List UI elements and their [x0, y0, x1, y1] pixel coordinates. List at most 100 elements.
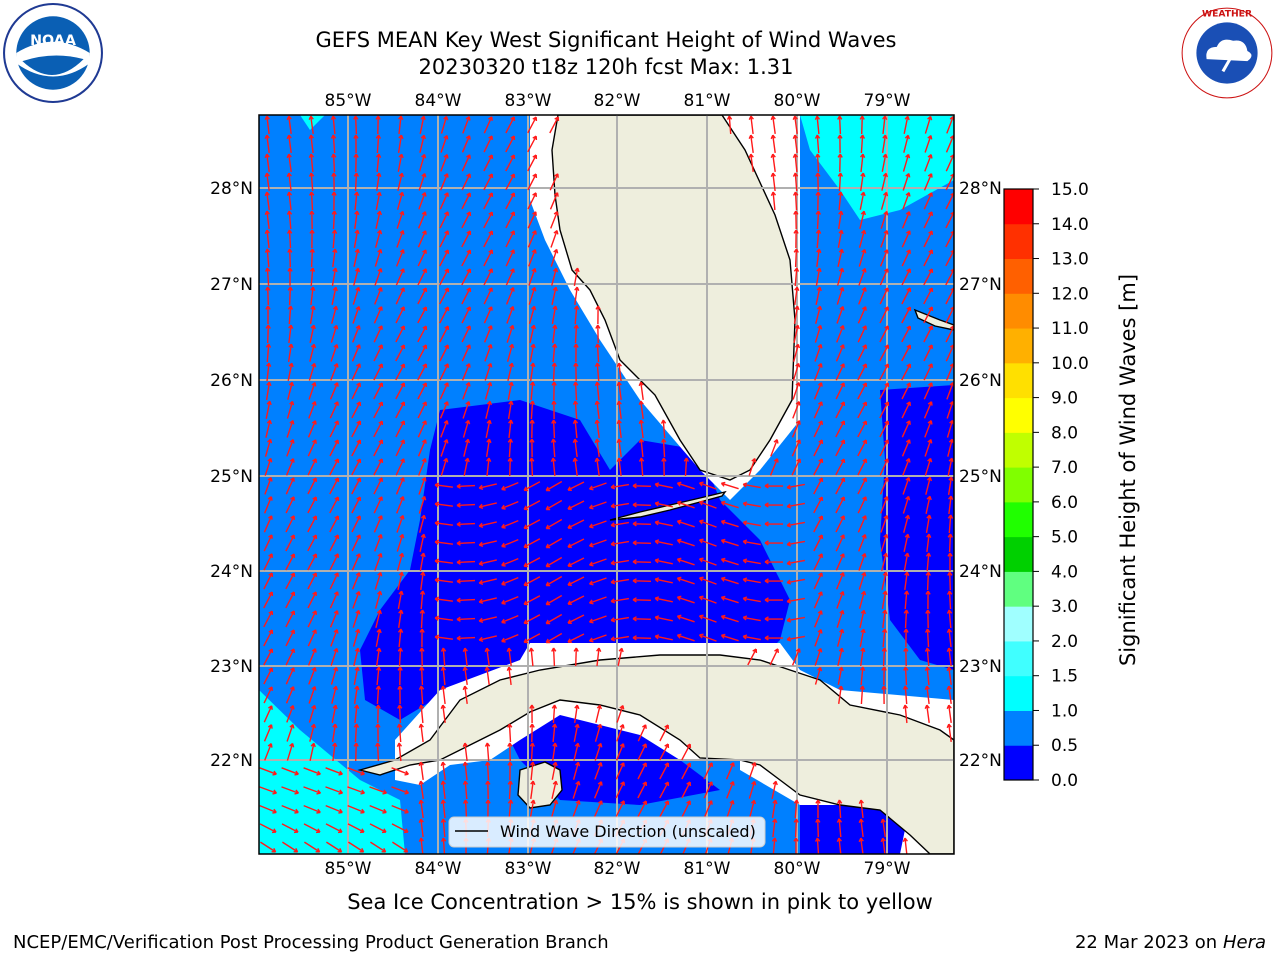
wave-direction-arrow: [595, 305, 601, 325]
wave-direction-arrow: [308, 134, 314, 153]
wave-direction-arrow: [858, 267, 867, 286]
wave-direction-arrow: [616, 381, 622, 400]
wave-direction-arrow: [285, 648, 295, 666]
wave-direction-arrow: [793, 343, 801, 362]
gridlines: [259, 115, 954, 854]
wave-direction-arrow: [507, 761, 513, 781]
wave-direction-arrow: [501, 481, 519, 491]
wave-direction-arrow: [549, 116, 560, 134]
wave-direction-arrow: [397, 590, 404, 610]
wave-direction-arrow: [901, 211, 911, 229]
wave-direction-arrow: [545, 499, 563, 511]
wave-direction-arrow: [461, 268, 472, 286]
wave-direction-arrow: [860, 172, 866, 192]
wave-direction-arrow: [572, 799, 581, 818]
wave-direction-arrow: [901, 287, 912, 305]
wave-direction-arrow: [572, 457, 578, 476]
wave-direction-arrow: [529, 381, 536, 401]
wave-direction-arrow: [263, 572, 274, 590]
wave-direction-arrow: [551, 400, 557, 420]
wave-direction-arrow: [838, 685, 844, 705]
wave-direction-arrow: [528, 286, 537, 305]
wave-direction-arrow: [484, 647, 490, 666]
wave-direction-arrow: [308, 685, 317, 704]
colorbar-swatch: [1004, 258, 1033, 294]
wave-direction-arrow: [375, 666, 382, 685]
wave-direction-arrow: [373, 420, 384, 438]
wave-direction-arrow: [373, 458, 384, 476]
wave-direction-arrow: [610, 521, 630, 528]
wave-direction-arrow: [593, 800, 603, 818]
wave-direction-arrow: [813, 515, 824, 533]
wave-direction-arrow: [395, 363, 406, 381]
wave-direction-arrow: [529, 343, 536, 362]
wave-direction-arrow: [813, 553, 823, 571]
wave-direction-arrow: [615, 800, 625, 818]
wave-direction-arrow: [815, 153, 821, 173]
wave-direction-arrow: [594, 400, 600, 419]
wave-direction-arrow: [285, 629, 295, 647]
wave-direction-arrow: [483, 211, 494, 229]
wave-direction-arrow: [836, 818, 843, 838]
wave-direction-arrow: [352, 286, 361, 305]
colorbar-tick-label: 5.0: [1051, 528, 1078, 548]
wave-direction-arrow: [507, 438, 514, 458]
wave-direction-arrow: [353, 134, 359, 154]
wave-direction-arrow: [676, 633, 695, 642]
wave-direction-arrow: [835, 553, 845, 571]
colorbar-tick-label: 1.0: [1051, 701, 1078, 721]
wave-direction-arrow: [396, 742, 403, 762]
wave-direction-arrow: [331, 191, 337, 211]
wave-direction-arrow: [947, 476, 954, 496]
wave-direction-arrow: [285, 591, 296, 609]
wave-direction-arrow: [373, 496, 383, 514]
wave-direction-arrow: [549, 192, 559, 210]
wave-direction-arrow: [259, 786, 278, 795]
wave-direction-arrow: [764, 483, 784, 489]
wave-direction-arrow: [396, 514, 405, 533]
wave-direction-arrow: [594, 343, 601, 363]
wave-direction-arrow: [396, 533, 405, 552]
wave-direction-arrow: [329, 591, 339, 609]
wave-direction-arrow: [329, 439, 339, 457]
wave-direction-arrow: [742, 520, 761, 527]
wave-direction-arrow: [545, 518, 563, 530]
wave-direction-arrow: [462, 799, 469, 819]
wave-direction-arrow: [551, 362, 558, 382]
wave-direction-arrow: [330, 666, 339, 685]
wave-direction-arrow: [461, 230, 472, 248]
wave-direction-arrow: [764, 597, 784, 603]
wave-direction-arrow: [263, 553, 273, 571]
wave-direction-arrow: [478, 578, 497, 585]
wave-direction-arrow: [484, 362, 493, 381]
wave-direction-arrow: [347, 767, 365, 776]
wave-direction-arrow: [501, 557, 519, 567]
wave-direction-arrow: [417, 382, 428, 400]
wave-direction-arrow: [419, 115, 426, 134]
wave-direction-arrow: [748, 457, 757, 476]
wave-direction-arrow: [417, 306, 428, 324]
wave-direction-arrow: [879, 458, 889, 476]
wave-direction-arrow: [353, 647, 360, 666]
wave-direction-arrow: [572, 400, 579, 420]
colorbar-swatch: [1004, 571, 1033, 607]
wave-direction-arrow: [505, 173, 516, 191]
wave-direction-arrow: [902, 476, 911, 495]
wave-direction-arrow: [463, 438, 471, 457]
wave-direction-arrow: [263, 705, 273, 723]
wave-direction-arrow: [698, 500, 717, 509]
wave-direction-arrow: [588, 501, 607, 510]
wave-direction-arrow: [439, 249, 450, 267]
wave-direction-arrow: [507, 742, 513, 762]
wave-direction-arrow: [352, 590, 361, 609]
date-text: 22 Mar 2023 on Hera: [1074, 932, 1266, 953]
wave-direction-arrow: [923, 230, 933, 248]
wave-direction-arrow: [632, 559, 652, 565]
wave-direction-arrow: [523, 614, 541, 625]
wave-direction-arrow: [286, 742, 295, 761]
wave-direction-arrow: [263, 591, 274, 609]
wave-direction-arrow: [748, 153, 754, 172]
wave-direction-arrow: [594, 762, 603, 780]
wave-direction-arrow: [659, 724, 669, 742]
wave-direction-arrow: [573, 324, 579, 344]
